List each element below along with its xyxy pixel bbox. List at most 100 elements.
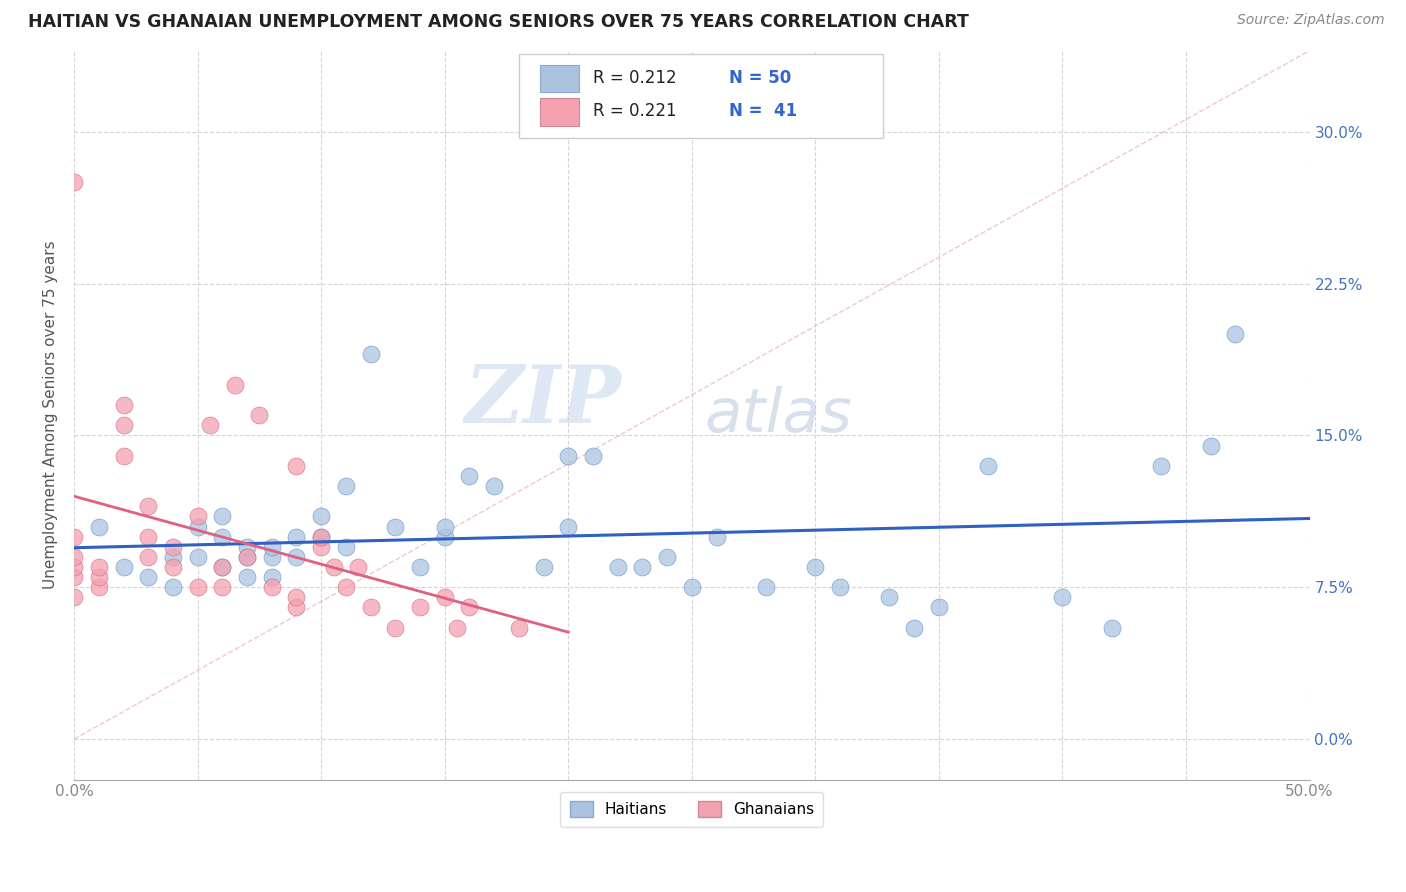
Point [309,530,332,544]
Point [384,519,406,533]
Point [557,519,579,533]
Point [87,580,110,594]
Point [285,591,308,605]
Point [260,549,283,564]
Point [1052,591,1074,605]
Point [828,580,851,594]
Bar [540,64,579,92]
Point [322,560,344,574]
Point [681,580,703,594]
Text: R = 0.221: R = 0.221 [593,103,676,120]
Point [211,580,233,594]
Point [198,418,221,433]
Point [224,377,246,392]
Point [162,549,184,564]
Point [63,549,86,564]
Point [755,580,778,594]
Point [557,449,579,463]
Point [903,621,925,635]
Point [236,540,259,554]
Point [433,519,456,533]
Point [236,570,259,584]
Point [582,449,605,463]
Point [136,549,159,564]
Point [1225,327,1247,342]
Point [136,530,159,544]
Point [433,530,456,544]
Point [187,519,209,533]
Text: R = 0.212: R = 0.212 [593,69,676,87]
Point [409,600,432,615]
Point [211,530,233,544]
Point [112,560,135,574]
Point [804,560,827,574]
Point [360,347,382,361]
Point [706,530,728,544]
Point [247,408,270,422]
Legend: Haitians, Ghanaians: Haitians, Ghanaians [561,792,823,827]
Point [236,549,259,564]
Point [606,560,628,574]
Point [136,570,159,584]
Text: atlas: atlas [704,385,852,444]
Point [285,530,308,544]
Point [87,560,110,574]
Point [162,540,184,554]
Text: N = 50: N = 50 [728,69,792,87]
Point [928,600,950,615]
Point [508,621,530,635]
Point [433,591,456,605]
Point [482,479,505,493]
Point [162,580,184,594]
Point [655,549,678,564]
Point [977,458,1000,473]
Point [533,560,555,574]
Point [87,519,110,533]
Point [1101,621,1123,635]
Point [446,621,468,635]
Point [187,509,209,524]
Text: N =  41: N = 41 [728,103,797,120]
Point [162,560,184,574]
Point [136,500,159,514]
Point [335,540,357,554]
Point [63,530,86,544]
Bar [540,98,579,126]
Point [63,560,86,574]
Point [309,509,332,524]
Point [112,418,135,433]
Point [260,580,283,594]
Point [87,570,110,584]
Point [409,560,432,574]
Point [236,549,259,564]
Text: ZIP: ZIP [465,362,621,440]
Point [309,540,332,554]
Point [187,549,209,564]
Point [285,600,308,615]
Point [63,591,86,605]
Point [335,479,357,493]
Point [211,560,233,574]
Point [211,509,233,524]
Point [63,570,86,584]
Point [347,560,370,574]
Point [63,175,86,189]
Text: Source: ZipAtlas.com: Source: ZipAtlas.com [1237,13,1385,28]
Point [285,549,308,564]
Point [309,530,332,544]
Point [1150,458,1173,473]
FancyBboxPatch shape [519,54,883,138]
Point [458,600,481,615]
Point [112,449,135,463]
Point [631,560,654,574]
Point [879,591,901,605]
Point [260,570,283,584]
Point [1199,438,1222,452]
Point [285,458,308,473]
Point [187,580,209,594]
Text: HAITIAN VS GHANAIAN UNEMPLOYMENT AMONG SENIORS OVER 75 YEARS CORRELATION CHART: HAITIAN VS GHANAIAN UNEMPLOYMENT AMONG S… [28,13,969,31]
Point [384,621,406,635]
Y-axis label: Unemployment Among Seniors over 75 years: Unemployment Among Seniors over 75 years [44,241,58,590]
Point [335,580,357,594]
Point [260,540,283,554]
